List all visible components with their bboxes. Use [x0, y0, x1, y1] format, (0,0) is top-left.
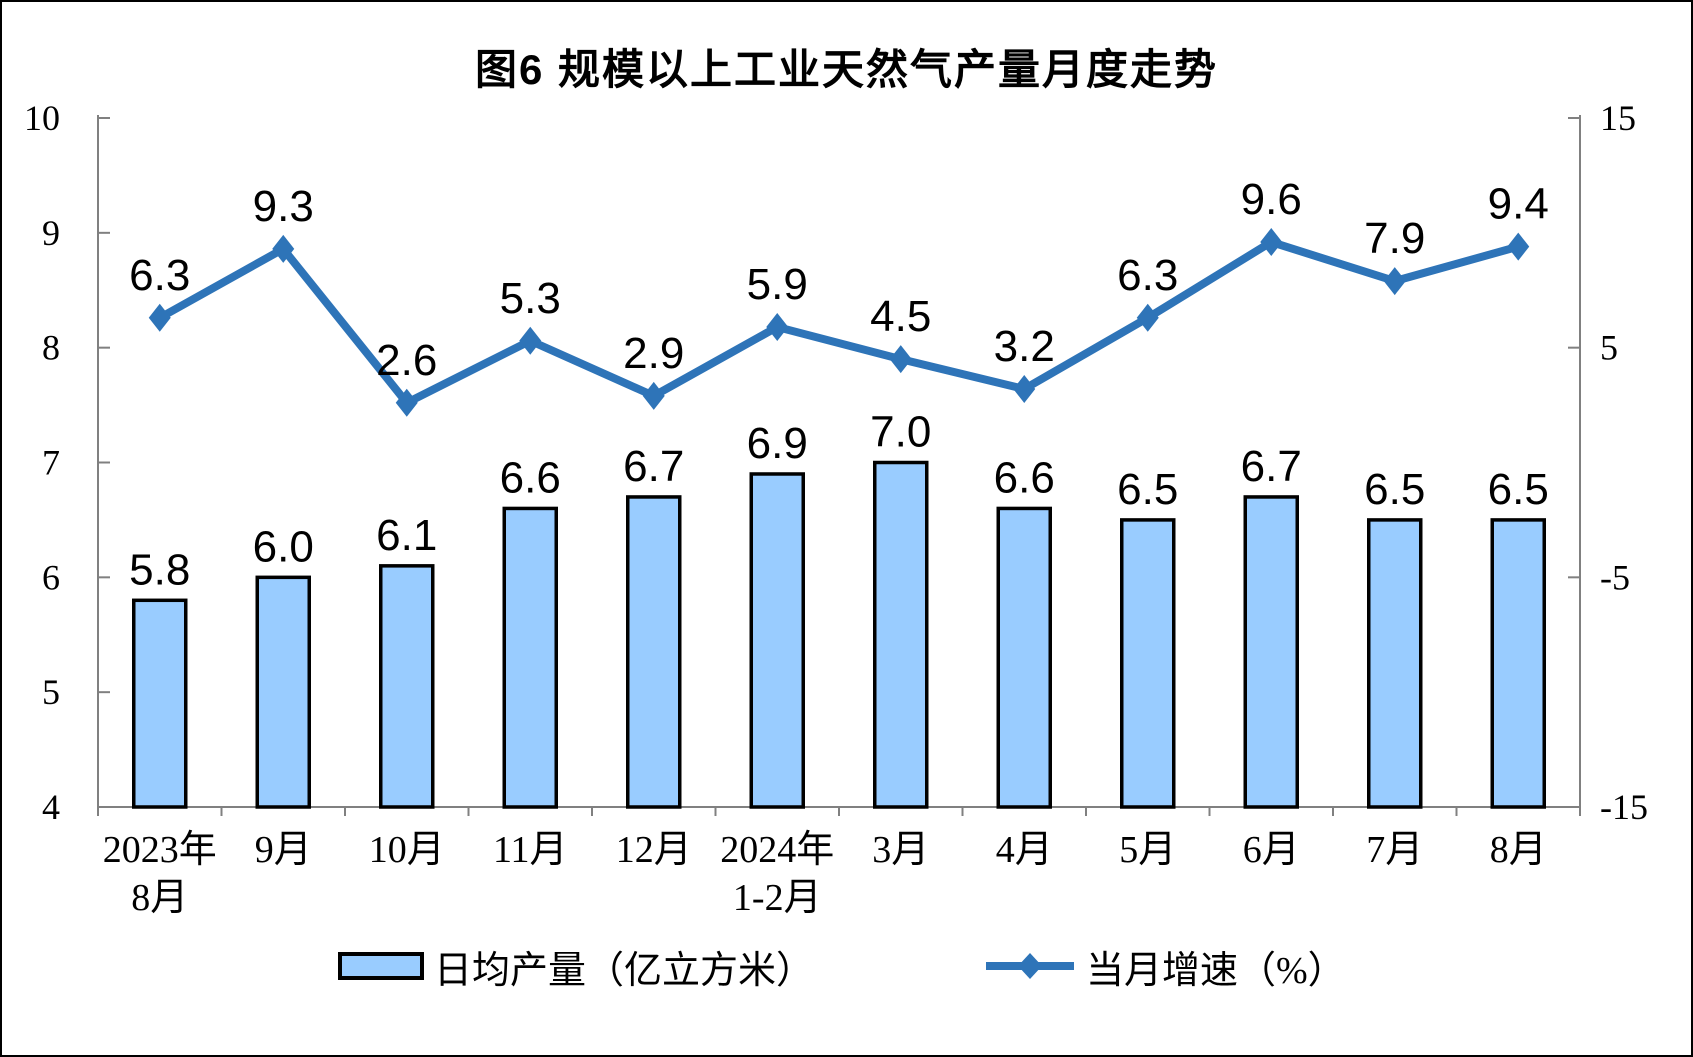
x-axis-label: 2023年 [103, 829, 217, 871]
bar [132, 598, 188, 809]
right-axis-tick-label: 5 [1600, 328, 1618, 368]
line-value-label: 5.3 [500, 274, 561, 323]
line-value-label: 2.9 [623, 329, 684, 378]
bar-value-label: 6.5 [1117, 465, 1178, 514]
line-marker-icon [1507, 232, 1530, 261]
bar-value-label: 5.8 [129, 545, 190, 594]
left-axis-tick-label: 10 [24, 98, 60, 138]
bar [502, 506, 558, 809]
x-axis-label: 4月 [996, 829, 1053, 871]
x-axis-label: 1-2月 [733, 877, 822, 919]
bar [996, 506, 1052, 809]
left-axis-tick-label: 5 [42, 672, 60, 712]
bar [873, 460, 929, 809]
x-axis-label: 8月 [131, 877, 188, 919]
legend: 日均产量（亿立方米） 当月增速（%） [2, 940, 1691, 1000]
bar-value-label: 6.6 [994, 453, 1055, 502]
bar-swatch-icon [338, 952, 424, 980]
line-marker-icon [148, 303, 171, 332]
bar [255, 575, 311, 809]
legend-line-label: 当月增速（%） [1086, 949, 1346, 992]
trend-line [157, 237, 1520, 408]
bar [1120, 518, 1176, 809]
line-marker-icon [642, 381, 665, 410]
line-value-label: 4.5 [870, 292, 931, 341]
line-marker-icon [1013, 375, 1036, 404]
line-marker-icon [519, 326, 542, 355]
bar [379, 564, 435, 809]
x-axis-label: 12月 [616, 829, 692, 871]
line-swatch-icon [986, 953, 1074, 979]
bar-value-label: 6.7 [1241, 442, 1302, 491]
left-axis-tick-label: 7 [42, 443, 60, 483]
line-marker-icon [272, 234, 295, 263]
bar [1367, 518, 1423, 809]
line-marker-icon [766, 312, 789, 341]
line-value-label: 2.6 [376, 336, 437, 385]
left-axis-tick-label: 9 [42, 213, 60, 253]
right-axis-tick-label: -5 [1600, 557, 1630, 597]
line-marker-icon [1136, 303, 1159, 332]
line-marker-icon [395, 388, 418, 417]
left-axis-tick-label: 6 [42, 557, 60, 597]
bar-value-label: 6.5 [1364, 465, 1425, 514]
x-axis-label: 11月 [493, 829, 568, 871]
line-value-label: 7.9 [1364, 214, 1425, 263]
line-value-label: 3.2 [994, 322, 1055, 371]
right-axis-tick-label: 15 [1600, 98, 1636, 138]
line-value-label: 6.3 [129, 251, 190, 300]
bar-value-label: 7.0 [870, 408, 931, 457]
x-axis-label: 8月 [1490, 829, 1547, 871]
bar [749, 472, 805, 809]
bar [1243, 495, 1299, 809]
x-axis-label: 3月 [872, 829, 929, 871]
x-axis-label: 6月 [1243, 829, 1300, 871]
x-axis-label: 10月 [369, 829, 445, 871]
legend-bar-label: 日均产量（亿立方米） [434, 949, 815, 992]
line-value-label: 6.3 [1117, 251, 1178, 300]
line-marker-icon [889, 345, 912, 374]
line-value-label: 9.6 [1241, 175, 1302, 224]
legend-item-line: 当月增速（%） [984, 940, 1346, 992]
line-value-label: 9.4 [1488, 180, 1549, 229]
line-marker-icon [1383, 267, 1406, 296]
bar-value-label: 6.7 [623, 442, 684, 491]
bar-value-label: 6.5 [1488, 465, 1549, 514]
line-marker-icon [1260, 228, 1283, 257]
x-axis-label: 7月 [1366, 829, 1423, 871]
bar [1490, 518, 1546, 809]
bar-value-label: 6.9 [747, 419, 808, 468]
right-axis-tick-label: -15 [1600, 787, 1648, 827]
x-axis-label: 9月 [255, 829, 312, 871]
x-axis-label: 2024年 [720, 829, 834, 871]
chart-title: 图6 规模以上工业天然气产量月度走势 [474, 46, 1219, 93]
bar-value-label: 6.0 [253, 522, 314, 571]
left-axis-tick-label: 8 [42, 328, 60, 368]
bar [626, 495, 682, 809]
line-value-label: 9.3 [253, 182, 314, 231]
bar-value-label: 6.6 [500, 453, 561, 502]
left-axis-tick-label: 4 [42, 787, 60, 827]
x-axis-label: 5月 [1119, 829, 1176, 871]
legend-item-bar: 日均产量（亿立方米） [338, 940, 814, 992]
bar-value-label: 6.1 [376, 511, 437, 560]
line-value-label: 5.9 [747, 260, 808, 309]
